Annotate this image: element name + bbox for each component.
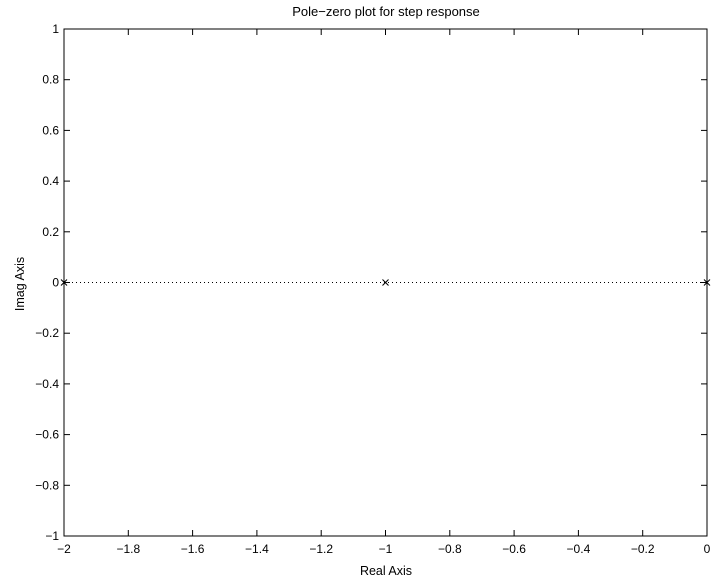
x-tick-label: −2 [57,542,71,556]
x-tick-label: −1.6 [181,542,205,556]
x-tick-label: −1 [379,542,393,556]
x-tick-label: 0 [704,542,711,556]
y-tick-label: 0.6 [42,123,59,137]
plot-area: −2 −1.8 −1.6 −1.4 −1.2 −1 −0.8 −0.6 −0.4 −0.2 0 −1 −… [35,22,710,556]
y-tick-label: 0.8 [42,73,59,87]
chart-title: Pole−zero plot for step response [292,4,480,19]
y-tick-label: −0.8 [35,478,59,492]
x-axis-label: Real Axis [360,564,412,578]
x-tick-label: −1.4 [245,542,269,556]
y-tick-label: −0.6 [35,428,59,442]
y-tick-label: 0.4 [42,174,59,188]
y-axis-label: Imag Axis [13,257,27,311]
x-tick-label: −1.2 [309,542,333,556]
x-tick-label: −0.4 [567,542,591,556]
y-tick-label: 1 [52,22,59,36]
x-tick-label: −0.6 [502,542,526,556]
pole-marker [60,279,68,286]
y-tick-label: 0 [52,276,59,290]
pole-marker [382,279,389,286]
y-tick-label: −0.2 [35,326,59,340]
x-tick-label: −0.8 [438,542,462,556]
x-tick-label: −0.2 [631,542,655,556]
y-tick-label: −0.4 [35,377,59,391]
y-tick-label: −1 [45,529,59,543]
y-tick-label: 0.2 [42,225,59,239]
pole-marker [703,279,711,286]
x-tick-label: −1.8 [116,542,140,556]
